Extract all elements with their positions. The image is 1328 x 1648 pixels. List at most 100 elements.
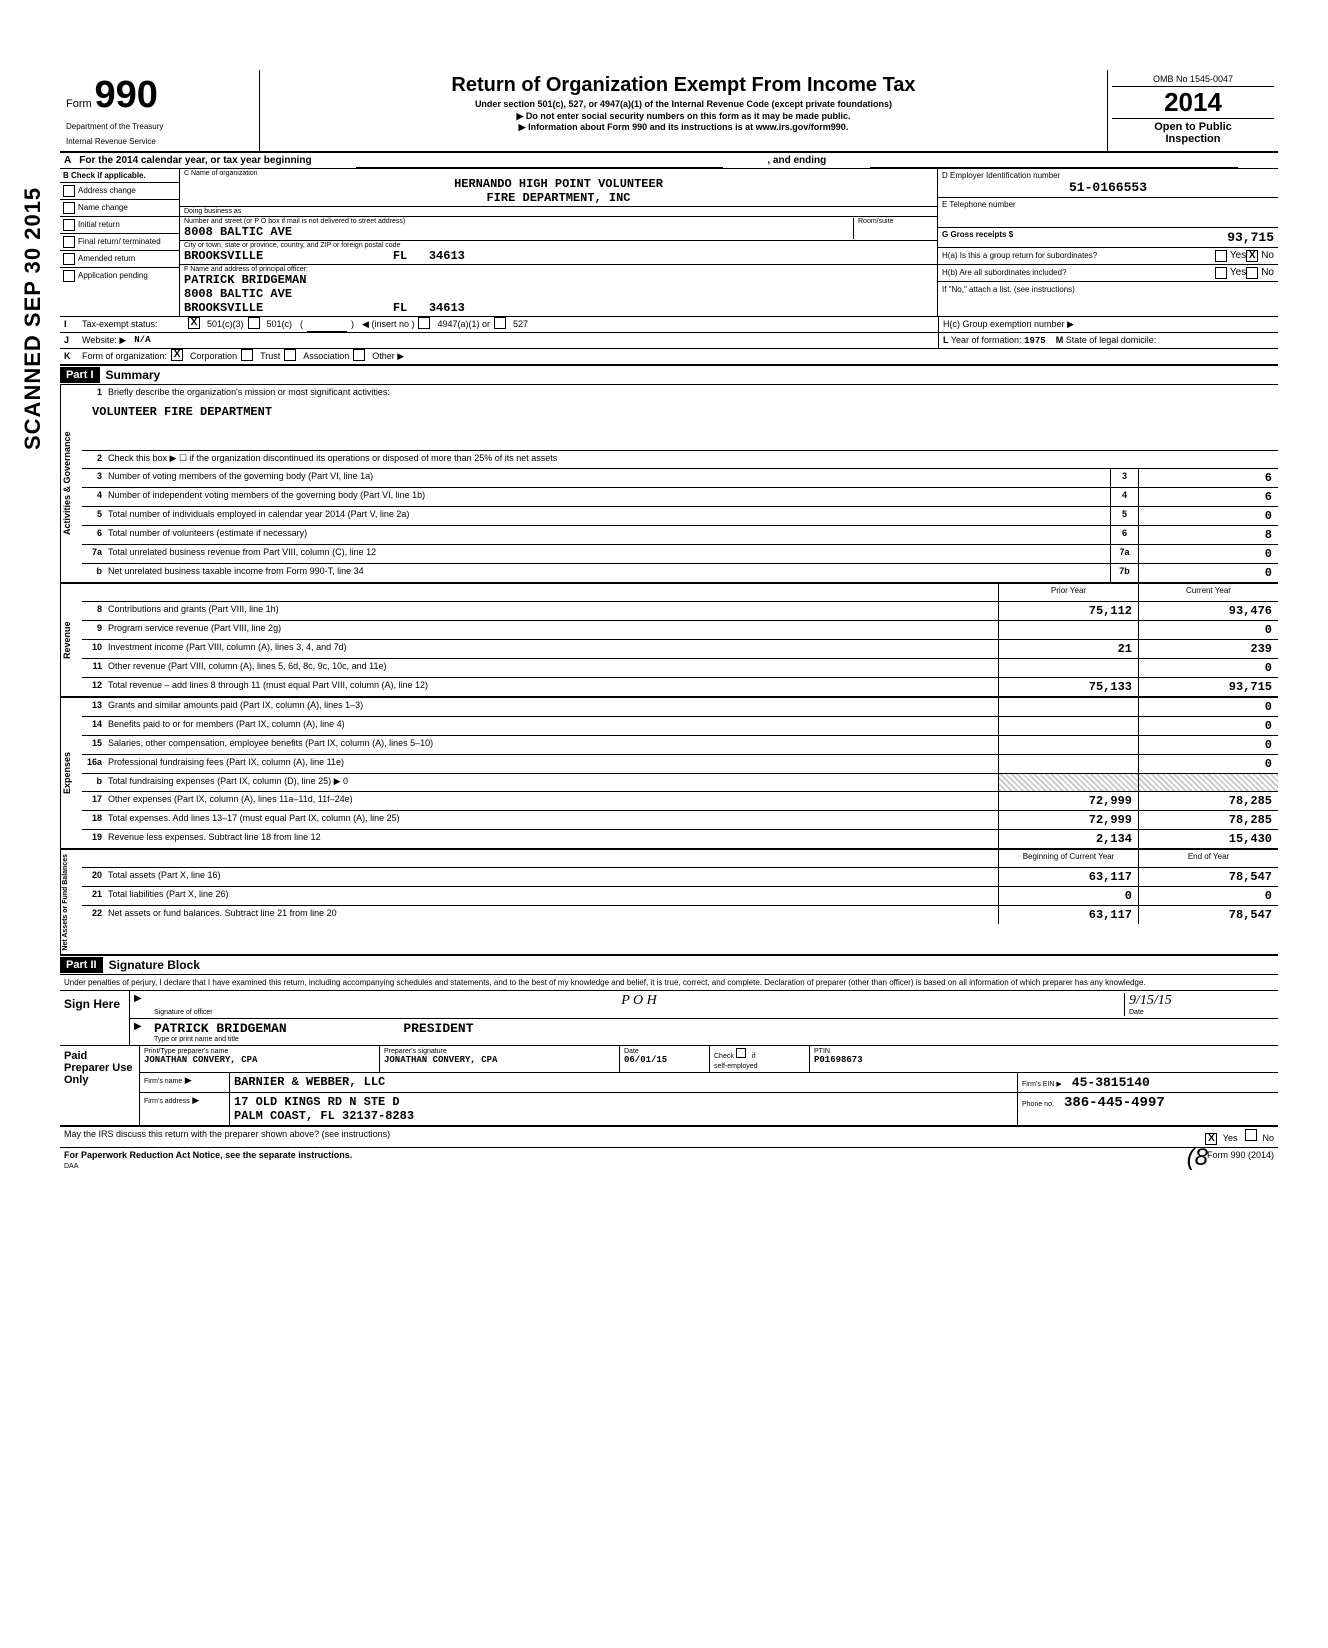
ein: 51-0166553 [942,180,1274,195]
info-url: ▶ Information about Form 990 and its ins… [268,122,1099,133]
chk-final-return[interactable] [63,236,75,248]
row-a: A For the 2014 calendar year, or tax yea… [60,153,1278,169]
gross-receipts: 93,715 [1227,230,1274,245]
summary-line: 5Total number of individuals employed in… [82,507,1278,526]
summary-line: 13Grants and similar amounts paid (Part … [82,698,1278,717]
i-label: I [60,317,78,332]
summary-line: 19Revenue less expenses. Subtract line 1… [82,830,1278,848]
prep-date-label: Date [624,1048,705,1055]
lbl-initial-return: Initial return [78,220,120,229]
chk-address-change[interactable] [63,185,75,197]
form-subtitle: Under section 501(c), 527, or 4947(a)(1)… [268,99,1099,109]
summary-line: 12Total revenue – add lines 8 through 11… [82,678,1278,696]
summary-line: 16aProfessional fundraising fees (Part I… [82,755,1278,774]
form-word: Form [66,98,92,110]
netassets-side-label: Net Assets or Fund Balances [60,850,82,955]
firm-addr-label: Firm's address [144,1098,190,1105]
chk-name-change[interactable] [63,202,75,214]
officer-addr: 8008 BALTIC AVE [184,287,933,301]
officer-print-name: PATRICK BRIDGEMAN [154,1021,287,1036]
prep-date-value: 06/01/15 [624,1055,705,1065]
netassets-section: Net Assets or Fund Balances Beginning of… [60,850,1278,957]
summary-line: 14Benefits paid to or for members (Part … [82,717,1278,736]
if-label: if [752,1053,756,1060]
dept-treasury: Department of the Treasury [66,123,253,132]
chk-other[interactable] [353,349,365,361]
corp: Corporation [186,349,241,364]
hc-label: H(c) Group exemption number ▶ [938,317,1278,332]
tax-year: 2014 [1112,87,1274,119]
officer-state: FL [393,301,407,315]
ha-no-lbl: No [1261,250,1274,261]
discuss-yes: Yes [1223,1133,1238,1143]
summary-line: 10Investment income (Part VIII, column (… [82,640,1278,659]
ha-no[interactable]: X [1246,250,1258,262]
chk-initial-return[interactable] [63,219,75,231]
website-label: Website: ▶ [78,333,130,348]
chk-amended[interactable] [63,253,75,265]
inspection: Inspection [1112,133,1274,145]
form-org-label: Form of organization: [78,349,171,364]
summary-line: 7aTotal unrelated business revenue from … [82,545,1278,564]
row-k: K Form of organization: X Corporation Tr… [60,349,1278,366]
chk-527[interactable] [494,317,506,329]
summary-line: 11Other revenue (Part VIII, column (A), … [82,659,1278,678]
revenue-side-label: Revenue [60,584,82,696]
preparer-section: Paid Preparer Use Only Print/Type prepar… [60,1045,1278,1127]
chk-assoc[interactable] [284,349,296,361]
state: FL [393,249,407,263]
sig-officer-label: Signature of officer [154,1009,1124,1016]
sig-date-value: 9/15/15 [1129,993,1274,1009]
ha-label: H(a) Is this a group return for subordin… [942,251,1215,260]
hb-note: If "No," attach a list. (see instruction… [942,285,1075,294]
org-name-2: FIRE DEPARTMENT, INC [184,191,933,205]
chk-pending[interactable] [63,270,75,282]
ha-yes[interactable] [1215,250,1227,262]
mission-text: VOLUNTEER FIRE DEPARTMENT [82,403,1278,421]
initial-mark: (8 [1187,1144,1208,1172]
lbl-name-change: Name change [78,203,128,212]
chk-4947[interactable] [418,317,430,329]
open-to-public: Open to Public [1112,121,1274,133]
paid-preparer-label: Paid Preparer Use Only [60,1046,140,1125]
org-name-1: HERNANDO HIGH POINT VOLUNTEER [184,177,933,191]
firm-name-label: Firm's name [144,1078,182,1085]
summary-line: 15Salaries, other compensation, employee… [82,736,1278,755]
summary-line: 20Total assets (Part X, line 16)63,11778… [82,868,1278,887]
city-label: City or town, state or province, country… [184,242,933,249]
hb-no[interactable] [1246,267,1258,279]
ptin-label: PTIN [814,1048,1274,1055]
end-year-hdr: End of Year [1138,850,1278,867]
chk-corp[interactable]: X [171,349,183,361]
row-i: I Tax-exempt status: X 501(c)(3) 501(c) … [60,317,1278,333]
summary-line: 21Total liabilities (Part X, line 26)00 [82,887,1278,906]
expenses-section: Expenses 13Grants and similar amounts pa… [60,698,1278,850]
ssn-warning: ▶ Do not enter social security numbers o… [268,111,1099,122]
tax-exempt-label: Tax-exempt status: [78,317,188,332]
part1-header-row: Part I Summary [60,366,1278,385]
chk-self-employed[interactable] [736,1048,746,1058]
paren-l: ( [296,317,307,332]
chk-501c3[interactable]: X [188,317,200,329]
assoc: Association [299,349,353,364]
e-label: E Telephone number [942,200,1274,209]
insert-no: ◀ (insert no ) [358,317,418,332]
form-title: Return of Organization Exempt From Incom… [268,74,1099,97]
summary-line: 3Number of voting members of the governi… [82,469,1278,488]
omb-number: OMB No 1545-0047 [1112,72,1274,87]
hb-label: H(b) Are all subordinates included? [942,268,1215,277]
b-label: B [63,171,69,180]
hb-yes[interactable] [1215,267,1227,279]
self-employed: self-employed [714,1063,758,1070]
summary-line: 18Total expenses. Add lines 13–17 (must … [82,811,1278,830]
k-label: K [60,349,78,364]
chk-trust[interactable] [241,349,253,361]
dept-irs: Internal Revenue Service [66,138,253,147]
ptin-value: P01698673 [814,1055,1274,1065]
street-address: 8008 BALTIC AVE [184,225,853,239]
lbl-pending: Application pending [78,271,148,280]
d-label: D Employer Identification number [942,171,1274,180]
form-990-note: Form 990 (2014) [1207,1150,1274,1170]
chk-501c[interactable] [248,317,260,329]
discuss-no-chk[interactable] [1245,1129,1257,1141]
